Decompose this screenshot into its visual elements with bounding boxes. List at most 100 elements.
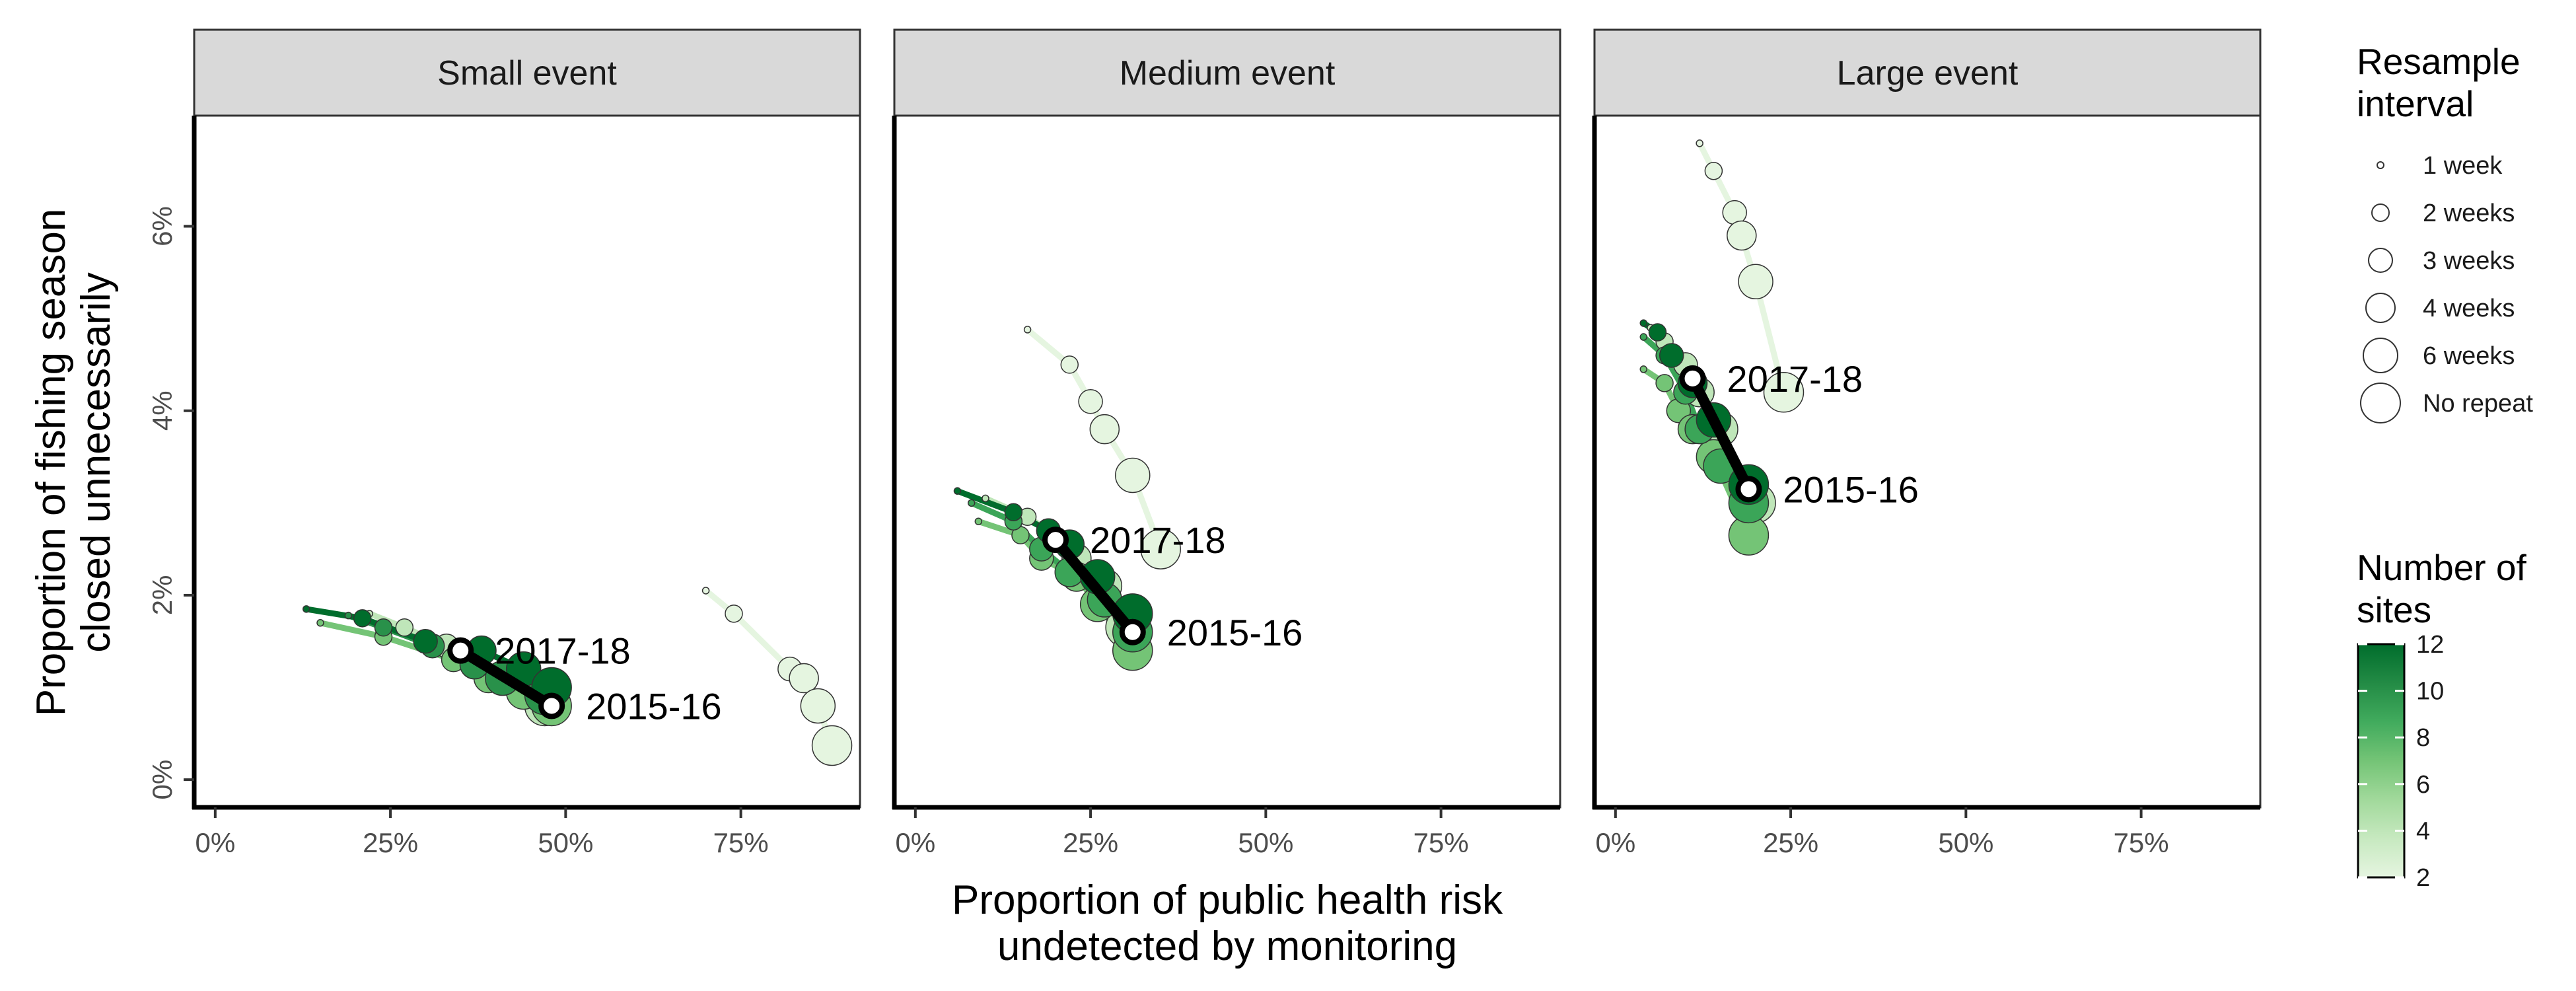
- x-tick-label: 0%: [1595, 827, 1635, 858]
- data-point: [1655, 374, 1674, 392]
- x-tick-label: 50%: [1238, 827, 1293, 858]
- year-trajectory-line: [1050, 534, 1138, 638]
- year-label: 2015-16: [1167, 612, 1303, 653]
- legend-title: Number of: [2357, 547, 2526, 588]
- legend-size-label: 3 weeks: [2423, 247, 2515, 275]
- year-point: [1735, 476, 1762, 503]
- colorbar-tick-label: 6: [2416, 771, 2430, 799]
- plot-area: [1593, 114, 2262, 809]
- data-point: [1140, 529, 1181, 569]
- x-tick-label: 75%: [2114, 827, 2169, 858]
- year-point: [538, 692, 565, 719]
- data-point: [1639, 365, 1648, 373]
- legend-size-key: [2368, 248, 2393, 273]
- x-tick-label: 0%: [895, 827, 935, 858]
- data-point: [1648, 323, 1667, 342]
- facet-strip: [1593, 28, 2262, 117]
- legend-title: Resample: [2357, 41, 2521, 82]
- y-tick-label: 0%: [147, 760, 178, 800]
- colorbar-tick-label: 10: [2416, 678, 2444, 706]
- data-point: [1727, 220, 1757, 251]
- x-tick-label: 50%: [1938, 827, 1993, 858]
- y-tick-label: 2%: [147, 575, 178, 616]
- year-trajectory-line: [1687, 373, 1754, 495]
- plot-area: [893, 114, 1561, 809]
- year-label: 2017-18: [1727, 358, 1863, 400]
- year-point: [1042, 527, 1069, 554]
- x-tick-label: 50%: [538, 827, 593, 858]
- facet-strip: [893, 28, 1561, 117]
- year-point: [1119, 618, 1146, 645]
- x-tick-label: 25%: [1063, 827, 1118, 858]
- year-label: 2017-18: [495, 630, 631, 672]
- year-trajectory-line: [455, 645, 557, 712]
- data-point: [344, 611, 353, 620]
- y-tick-label: 6%: [147, 206, 178, 246]
- data-point: [1089, 414, 1120, 445]
- data-point: [1659, 343, 1684, 368]
- x-axis-title-line: undetected by monitoring: [997, 924, 1457, 969]
- x-tick-label: 0%: [195, 827, 235, 858]
- data-point: [725, 605, 743, 623]
- panel-1: Small event 0% 2% 4% 6% 0% 25% 50% 75% 2017-18 201…: [147, 28, 861, 858]
- year-point: [447, 637, 474, 664]
- legend-size-label: No repeat: [2423, 390, 2533, 418]
- data-point: [967, 499, 976, 507]
- y-axis-title: Proportion of fishing seasonclosed unnec…: [28, 209, 119, 717]
- data-point: [1696, 139, 1703, 147]
- panel-3: Large event 0% 25% 50% 75% 2017-18 2015-16: [1592, 28, 2262, 858]
- legend-size-key: [2371, 203, 2390, 222]
- data-point: [316, 619, 324, 627]
- x-tick-label: 25%: [363, 827, 418, 858]
- data-point: [1763, 372, 1805, 413]
- data-point: [974, 517, 983, 525]
- data-point: [374, 618, 393, 637]
- y-axis-title-line: Proportion of fishing season: [28, 209, 74, 717]
- colorbar-tick-label: 12: [2416, 631, 2444, 659]
- facet-strip: [193, 28, 861, 117]
- legend-title: sites: [2357, 589, 2431, 630]
- colorbar-tick-label: 4: [2416, 817, 2430, 845]
- data-point: [1115, 457, 1151, 494]
- data-point: [395, 618, 414, 637]
- y-tick-label: 4%: [147, 390, 178, 431]
- legend-size-key: [2365, 293, 2396, 323]
- data-point: [1639, 333, 1648, 341]
- data-point: [353, 609, 372, 628]
- data-point: [1738, 264, 1773, 300]
- legend-size-label: 1 week: [2423, 152, 2503, 180]
- legend-size-key: [2377, 161, 2384, 169]
- data-point: [413, 628, 438, 654]
- data-point: [982, 494, 989, 503]
- panel-2: Medium event 0% 25% 50% 75% 2017-18 2015-16: [892, 28, 1561, 858]
- x-tick-label: 75%: [713, 827, 769, 858]
- data-point: [1078, 389, 1103, 414]
- data-point: [1023, 326, 1032, 334]
- legend-size-key: [2363, 338, 2398, 373]
- data-point: [800, 688, 836, 724]
- data-point: [1060, 355, 1079, 374]
- data-point: [1704, 162, 1723, 180]
- legend-size-label: 6 weeks: [2423, 342, 2515, 370]
- year-label: 2015-16: [586, 685, 722, 727]
- year-label: 2017-18: [1090, 519, 1226, 561]
- data-point: [789, 663, 819, 694]
- year-point: [1679, 365, 1706, 392]
- data-point: [1004, 503, 1023, 522]
- data-point: [953, 487, 962, 495]
- facet-title: Medium event: [1120, 54, 1336, 92]
- data-point: [701, 587, 710, 595]
- legend-title: interval: [2357, 83, 2474, 124]
- x-tick-label: 75%: [1413, 827, 1469, 858]
- colorbar-tick-label: 2: [2416, 864, 2430, 892]
- legend-size-label: 4 weeks: [2423, 295, 2515, 322]
- colorbar-tick-label: 8: [2416, 724, 2430, 752]
- legend-size-label: 2 weeks: [2423, 200, 2515, 227]
- colorbar: [2357, 643, 2406, 879]
- data-point: [1639, 319, 1648, 327]
- legend-size-key: [2360, 383, 2401, 423]
- facet-title: Small event: [437, 54, 617, 92]
